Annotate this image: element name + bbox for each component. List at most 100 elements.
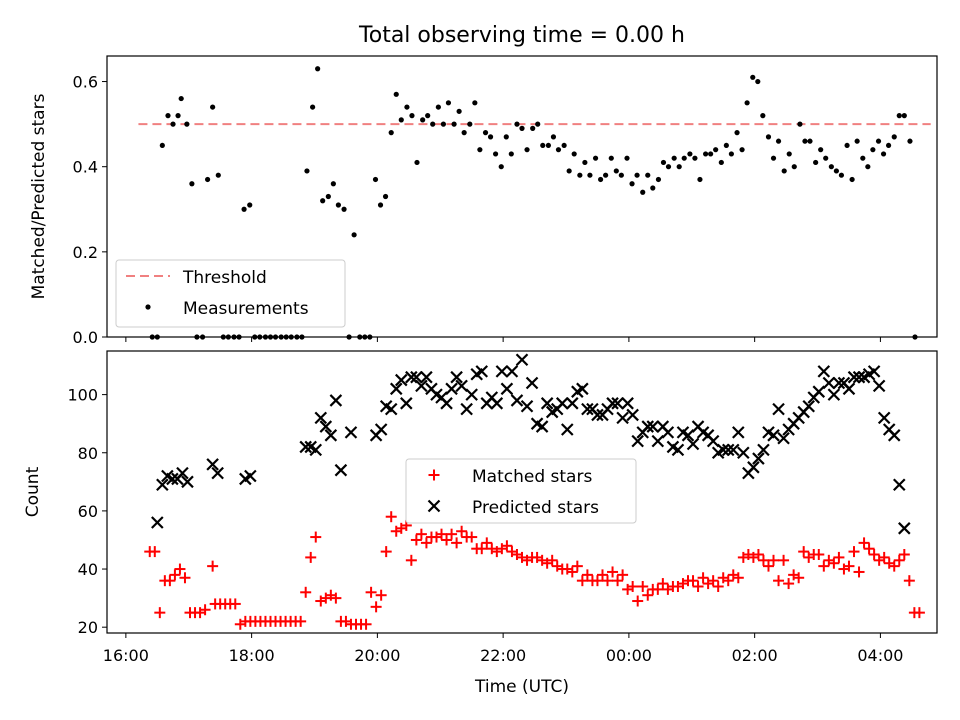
predicted-star-point: [706, 434, 720, 448]
x-stroke-b: [475, 365, 489, 378]
x-stroke-b: [211, 466, 224, 480]
measurement-point: [907, 138, 913, 144]
count-x-tick-label: 16:00: [103, 646, 149, 665]
predicted-star-point: [737, 446, 750, 460]
x-stroke-b: [374, 423, 388, 436]
measurement-point: [896, 113, 902, 119]
predicted-star-point: [671, 443, 685, 457]
measurement-point: [608, 155, 614, 161]
measurement-point: [315, 66, 321, 72]
x-stroke-b: [181, 475, 194, 489]
predicted-star-point: [651, 434, 665, 448]
ratio-x-ticks: [125, 337, 881, 342]
measurement-point: [482, 130, 489, 136]
matched-star-point: [888, 560, 900, 572]
matched-star-point: [843, 560, 855, 572]
predicted-star-point: [747, 461, 760, 474]
measurement-point: [425, 113, 431, 119]
measurement-point: [697, 176, 703, 183]
measurement-point: [535, 121, 541, 127]
measurement-point: [430, 121, 436, 127]
ratio-chart: Total observing time = 0.00 h Matched/Pr…: [29, 23, 938, 347]
predicted-star-point: [450, 370, 463, 384]
measurement-point: [184, 121, 190, 127]
predicted-star-point: [515, 353, 529, 366]
x-stroke-b: [767, 429, 780, 442]
predicted-star-point: [721, 443, 735, 457]
x-stroke-b: [827, 388, 841, 401]
measurement-point: [818, 147, 824, 153]
matched-star-point: [903, 575, 915, 587]
predicted-star-point: [892, 478, 906, 492]
x-stroke-b: [151, 516, 164, 529]
matched-star-point: [199, 604, 211, 616]
x-stroke-b: [176, 466, 189, 480]
predicted-star-point: [500, 382, 514, 396]
x-stroke-b: [515, 353, 529, 366]
measurement-point: [671, 155, 677, 161]
predicted-legend-marker: [427, 499, 441, 513]
predicted-star-point: [817, 365, 831, 378]
x-stroke-b: [732, 426, 745, 439]
matched-star-point: [546, 554, 558, 566]
predicted-star-point: [560, 423, 574, 436]
measurement-point: [865, 164, 871, 170]
predicted-star-point: [475, 365, 489, 378]
measurement-point: [645, 172, 651, 178]
count-legend: Matched stars Predicted stars: [405, 458, 637, 524]
x-stroke-b: [822, 376, 836, 390]
measurement-point: [398, 117, 404, 123]
x-stroke-b: [394, 373, 408, 387]
measurement-point: [555, 147, 562, 153]
matched-star-point: [818, 560, 830, 572]
matched-star-point: [576, 575, 588, 587]
measurement-point: [692, 155, 698, 161]
matched-star-point: [863, 543, 875, 555]
x-stroke-b: [314, 411, 328, 425]
measurement-point: [660, 159, 667, 166]
ratio-y-tick-label: 0.0: [73, 328, 98, 347]
count-x-tick-label: 04:00: [857, 646, 903, 665]
measurement-point: [807, 138, 813, 144]
matched-star-point: [174, 563, 186, 575]
measurement-point: [640, 189, 646, 195]
measurement-point: [404, 104, 410, 110]
measurement-point: [461, 130, 467, 136]
count-x-tick-label: 00:00: [606, 646, 652, 665]
x-stroke-b: [206, 458, 219, 471]
matched-star-point: [330, 592, 342, 604]
predicted-star-point: [555, 397, 569, 410]
measurement-point: [325, 193, 331, 200]
matched-star-point: [481, 537, 493, 549]
measurement-point: [451, 121, 457, 127]
matched-star-point: [602, 575, 614, 587]
predicted-star-points: [151, 353, 911, 535]
ratio-y-tick-label: 0.4: [73, 158, 98, 177]
measurement-point: [372, 176, 379, 183]
measurement-point: [508, 151, 514, 157]
predicted-star-point: [606, 397, 619, 410]
predicted-star-point: [802, 399, 816, 413]
x-stroke-b: [566, 397, 579, 410]
measurement-point: [775, 138, 782, 144]
measurement-point: [885, 142, 892, 149]
predicted-star-point: [156, 478, 169, 492]
measurement-point: [676, 164, 682, 170]
x-stroke-b: [686, 437, 700, 451]
x-stroke-b: [540, 397, 554, 410]
predicted-legend-label: Predicted stars: [472, 498, 599, 518]
matched-star-point: [310, 531, 322, 543]
measurement-point: [718, 159, 724, 166]
matched-legend-marker: [428, 469, 440, 481]
measurement-point: [665, 164, 672, 170]
predicted-star-point: [822, 376, 836, 390]
measurement-point: [592, 155, 599, 161]
predicted-star-point: [566, 397, 579, 410]
measurement-point: [178, 95, 184, 102]
predicted-star-point: [812, 385, 826, 398]
matched-star-point: [405, 554, 417, 566]
measurements-legend-swatch: [145, 304, 151, 310]
measurement-point: [650, 185, 656, 191]
ratio-y-tick-label: 0.6: [73, 73, 98, 92]
